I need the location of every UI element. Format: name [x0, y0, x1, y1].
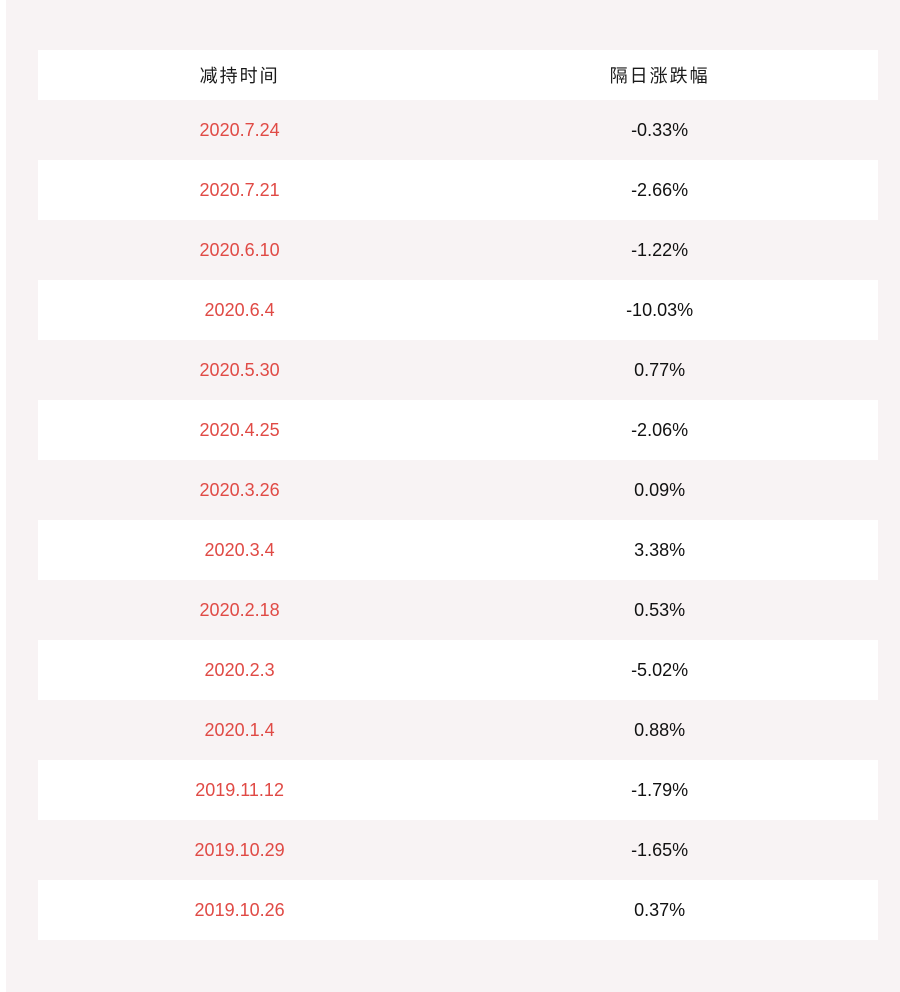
reduction-date-cell: 2019.10.26: [194, 899, 285, 920]
reduction-date-cell: 2020.6.10: [199, 239, 280, 260]
reduction-date-cell: 2019.10.29: [194, 839, 285, 860]
reduction-date-cell: 2020.3.26: [199, 479, 280, 500]
reduction-date-cell: 2020.4.25: [199, 419, 280, 440]
next-day-change-cell: -1.65%: [631, 839, 689, 860]
next-day-change-cell: 0.53%: [634, 599, 686, 620]
header-cell-reduction-date: 减持时间: [199, 66, 280, 86]
next-day-change-cell: -1.22%: [631, 239, 689, 260]
next-day-change-cell: -10.03%: [626, 299, 694, 320]
reduction-date-cell: 2020.2.3: [204, 659, 275, 680]
table-row: 2019.10.26 0.37%: [38, 880, 878, 940]
table-body: 2020.7.24 -0.33% 2020.7.21 -2.66% 2020.6…: [38, 100, 878, 940]
table-row: 2020.6.10 -1.22%: [38, 220, 878, 280]
table-row: 2019.11.12 -1.79%: [38, 760, 878, 820]
table-row: 2020.3.26 0.09%: [38, 460, 878, 520]
table-row: 2020.5.30 0.77%: [38, 340, 878, 400]
next-day-change-cell: -5.02%: [631, 659, 689, 680]
table-row: 2020.6.4 -10.03%: [38, 280, 878, 340]
price-change-table: 减持时间 隔日涨跌幅 2020.7.24 -0.33% 2020.7.21 -2…: [38, 50, 878, 940]
reduction-date-cell: 2020.7.21: [199, 179, 280, 200]
table-row: 2020.2.18 0.53%: [38, 580, 878, 640]
next-day-change-cell: 0.37%: [634, 899, 686, 920]
next-day-change-cell: 0.09%: [634, 479, 686, 500]
table-header-row: 减持时间 隔日涨跌幅: [38, 50, 878, 100]
next-day-change-cell: 0.77%: [634, 359, 686, 380]
header-cell-next-day-change: 隔日涨跌幅: [609, 66, 710, 86]
table-row: 2019.10.29 -1.65%: [38, 820, 878, 880]
table-row: 2020.2.3 -5.02%: [38, 640, 878, 700]
reduction-date-cell: 2019.11.12: [195, 779, 284, 800]
next-day-change-cell: -2.06%: [631, 419, 689, 440]
reduction-date-cell: 2020.6.4: [204, 299, 275, 320]
table-row: 2020.4.25 -2.06%: [38, 400, 878, 460]
reduction-date-cell: 2020.2.18: [199, 599, 280, 620]
next-day-change-cell: -0.33%: [631, 119, 689, 140]
table-row: 2020.1.4 0.88%: [38, 700, 878, 760]
table-row: 2020.3.4 3.38%: [38, 520, 878, 580]
table-row: 2020.7.24 -0.33%: [38, 100, 878, 160]
reduction-date-cell: 2020.1.4: [204, 719, 275, 740]
next-day-change-cell: -2.66%: [631, 179, 689, 200]
next-day-change-cell: 0.88%: [634, 719, 686, 740]
reduction-date-cell: 2020.5.30: [199, 359, 280, 380]
reduction-date-cell: 2020.7.24: [199, 119, 280, 140]
next-day-change-cell: -1.79%: [631, 779, 689, 800]
next-day-change-cell: 3.38%: [634, 539, 686, 560]
table-row: 2020.7.21 -2.66%: [38, 160, 878, 220]
left-edge-strip: [0, 0, 6, 992]
reduction-date-cell: 2020.3.4: [204, 539, 275, 560]
